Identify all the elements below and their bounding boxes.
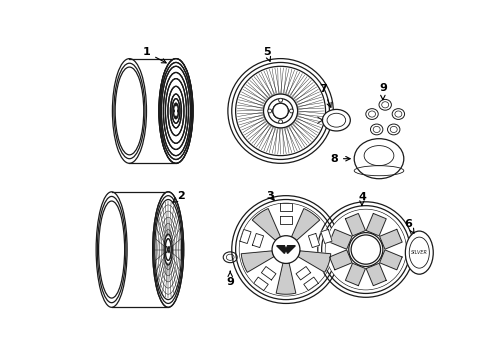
Polygon shape — [252, 234, 264, 248]
Text: 8: 8 — [330, 154, 350, 164]
Ellipse shape — [370, 124, 383, 135]
Polygon shape — [261, 266, 276, 280]
Ellipse shape — [165, 239, 171, 260]
Polygon shape — [345, 263, 366, 285]
Polygon shape — [241, 251, 274, 272]
Ellipse shape — [405, 231, 433, 274]
Ellipse shape — [366, 109, 378, 120]
Ellipse shape — [379, 99, 392, 110]
Polygon shape — [345, 213, 366, 236]
Ellipse shape — [268, 109, 271, 113]
Polygon shape — [298, 251, 331, 272]
Polygon shape — [329, 229, 352, 249]
Polygon shape — [276, 263, 296, 294]
Polygon shape — [366, 263, 386, 285]
Ellipse shape — [354, 139, 404, 179]
Polygon shape — [321, 229, 332, 243]
Text: 1: 1 — [143, 48, 166, 63]
Ellipse shape — [388, 124, 400, 135]
Polygon shape — [280, 216, 292, 224]
Text: 7: 7 — [319, 84, 331, 107]
Polygon shape — [280, 203, 292, 211]
Text: 4: 4 — [358, 192, 366, 206]
Polygon shape — [308, 234, 319, 248]
Polygon shape — [252, 208, 280, 240]
Polygon shape — [296, 266, 311, 280]
Ellipse shape — [240, 203, 333, 296]
Ellipse shape — [223, 252, 237, 263]
Polygon shape — [254, 277, 268, 291]
Ellipse shape — [325, 210, 406, 289]
Ellipse shape — [279, 120, 283, 124]
Ellipse shape — [273, 103, 288, 119]
Ellipse shape — [392, 109, 405, 120]
Polygon shape — [277, 246, 295, 253]
Polygon shape — [329, 250, 352, 270]
Ellipse shape — [272, 236, 300, 264]
Polygon shape — [240, 229, 251, 243]
Polygon shape — [366, 213, 386, 236]
Text: 9: 9 — [379, 83, 387, 100]
Ellipse shape — [322, 109, 350, 131]
Ellipse shape — [153, 192, 184, 307]
Text: 9: 9 — [226, 271, 234, 287]
Ellipse shape — [159, 59, 193, 163]
Text: 3: 3 — [267, 191, 274, 201]
Text: 6: 6 — [405, 219, 414, 233]
Text: 5: 5 — [263, 48, 270, 61]
Polygon shape — [380, 250, 402, 270]
Ellipse shape — [279, 98, 283, 102]
Polygon shape — [380, 229, 402, 249]
Text: 2: 2 — [172, 191, 185, 203]
Polygon shape — [304, 277, 318, 291]
Ellipse shape — [351, 235, 381, 264]
Ellipse shape — [290, 109, 294, 113]
Text: SILVER: SILVER — [411, 250, 428, 255]
Polygon shape — [292, 208, 319, 240]
